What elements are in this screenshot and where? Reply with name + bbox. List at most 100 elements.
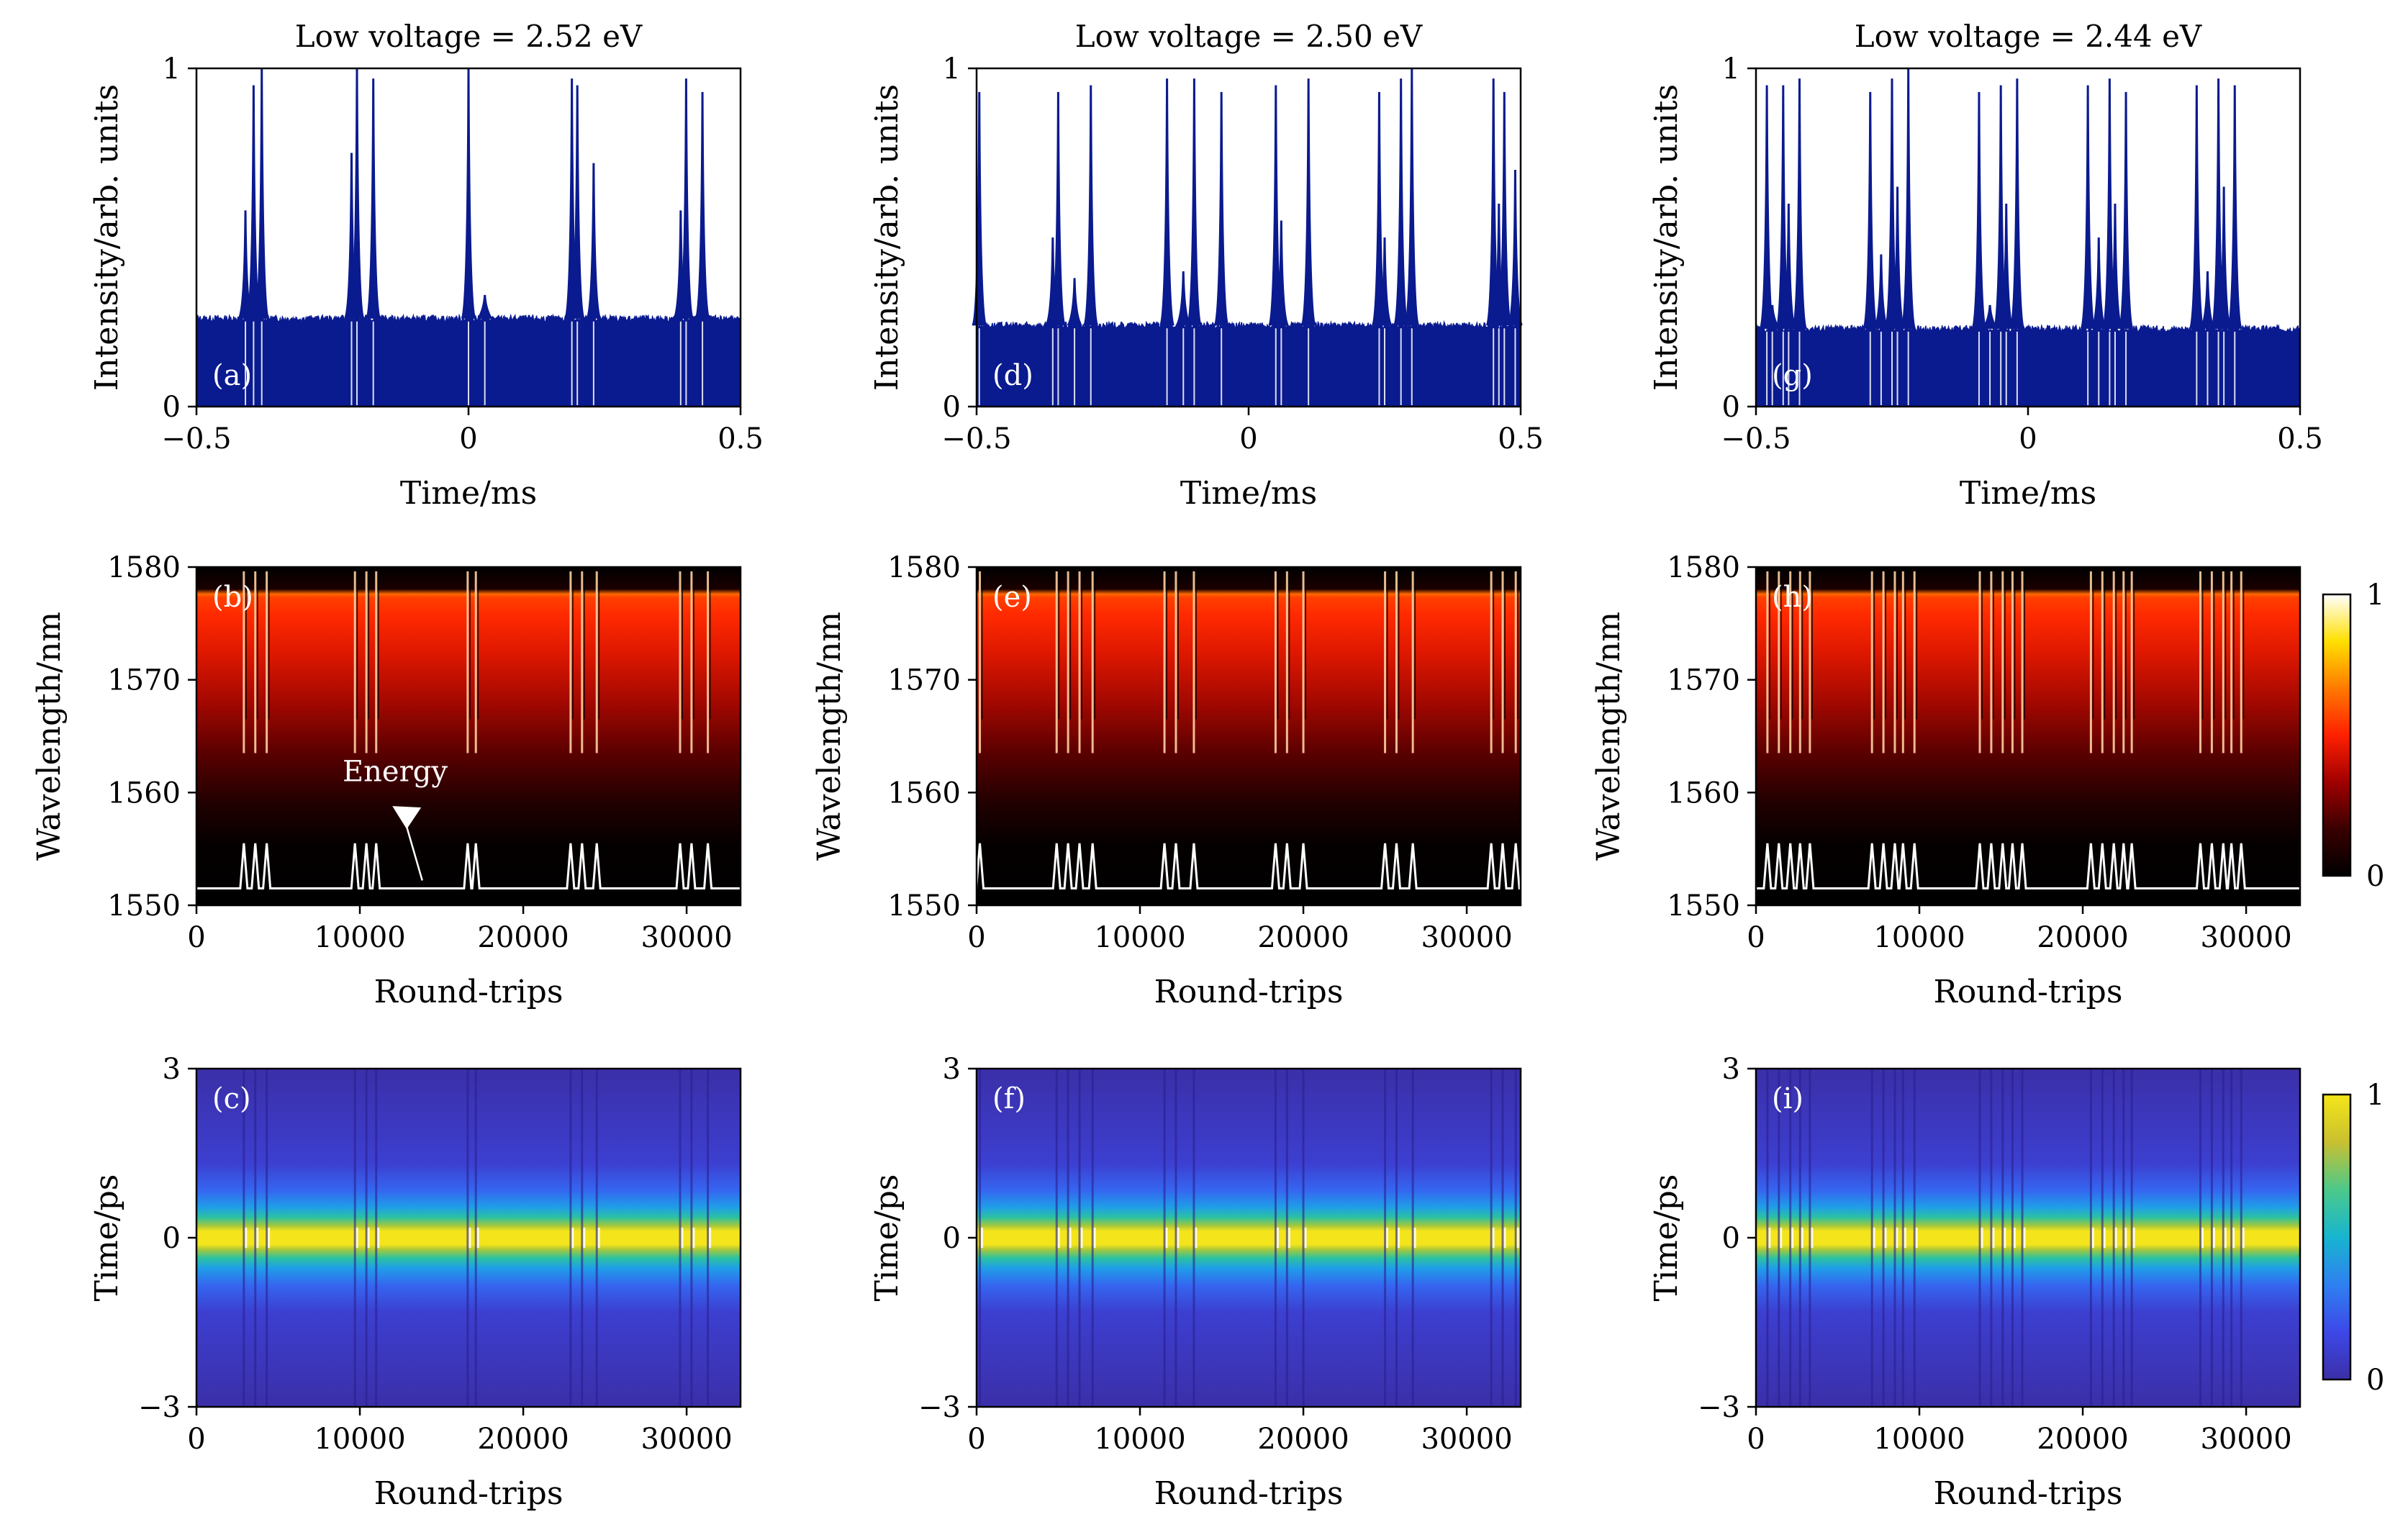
pulse-peak — [1873, 254, 1889, 330]
pulse-peak — [1186, 78, 1202, 326]
pulse-peak — [2216, 186, 2232, 330]
x-tick-label: 10000 — [314, 1423, 405, 1456]
panel-title: Low voltage = 2.44 eV — [1855, 19, 2202, 54]
y-axis-label: Wavelength/nm — [811, 612, 848, 861]
pulse-peak — [461, 68, 476, 320]
x-tick-label: 30000 — [2200, 1423, 2291, 1456]
y-tick-label: 1 — [1722, 53, 1740, 86]
y-tick-label: 1570 — [1667, 664, 1740, 697]
y-tick-label: 0 — [163, 1222, 181, 1255]
spectrum-heatmap — [1756, 567, 2300, 905]
y-tick-label: 0 — [1722, 391, 1740, 424]
y-tick-label: 0 — [1722, 1222, 1740, 1255]
x-tick-label: 0 — [187, 921, 205, 954]
temporal-heatmap — [1756, 1069, 2300, 1407]
x-tick-label: 0 — [967, 1423, 985, 1456]
y-tick-label: 1 — [163, 53, 181, 86]
y-tick-label: 0 — [163, 391, 181, 424]
x-tick-label: 0 — [1747, 1423, 1765, 1456]
pulse-peak — [1273, 220, 1289, 326]
x-tick-label: 0 — [967, 921, 985, 954]
x-tick-label: 30000 — [641, 921, 732, 954]
pulse-peak — [1971, 91, 1987, 330]
x-tick-label: 0.5 — [2277, 422, 2323, 456]
x-tick-label: 0 — [459, 422, 477, 456]
panel-label: (i) — [1772, 1082, 1803, 1115]
colorbar-scale — [2322, 1093, 2352, 1381]
pulse-peak — [679, 78, 694, 320]
x-tick-label: 30000 — [641, 1423, 732, 1456]
y-axis-label: Intensity/arb. units — [89, 84, 125, 391]
panel-h: 0 10000 20000 30000 1550 1560 1570 1580 Round-tr… — [1590, 551, 2301, 1010]
panel-e: 0 10000 20000 30000 1550 1560 1570 1580 Round-tr… — [811, 551, 1522, 1010]
y-tick-label: 1570 — [887, 664, 961, 697]
colorbar-max-label: 1 — [2366, 1079, 2384, 1112]
pulse-peak — [972, 91, 987, 326]
panel-title: Low voltage = 2.50 eV — [1075, 19, 1423, 54]
panel-label: (e) — [992, 581, 1032, 614]
panel-b: Energy 0 10000 20000 30000 1550 1560 1570 1580 Ro… — [31, 551, 742, 1010]
y-tick-label: 1580 — [1667, 551, 1740, 584]
panel-label: (g) — [1772, 359, 1813, 392]
x-axis-label: Round-trips — [1154, 974, 1344, 1010]
y-tick-label: 1550 — [107, 889, 181, 923]
pulse-peak — [366, 78, 381, 320]
x-tick-label: 10000 — [314, 921, 405, 954]
pulse-peak — [586, 163, 602, 320]
pulse-peak — [2091, 237, 2106, 330]
pulse-peak — [1175, 271, 1191, 326]
pulse-peak — [1300, 78, 1316, 326]
energy-trace — [196, 843, 741, 889]
panel-label: (f) — [992, 1082, 1026, 1115]
panel-label: (h) — [1772, 581, 1813, 614]
plot-frame — [195, 566, 742, 907]
y-tick-label: 1 — [943, 53, 961, 86]
pulse-peak — [1862, 91, 1878, 330]
plot-frame — [975, 566, 1522, 907]
x-axis-label: Round-trips — [1154, 1475, 1344, 1512]
x-tick-label: 20000 — [1257, 921, 1349, 954]
x-axis-label: Time/ms — [1960, 475, 2096, 512]
y-tick-label: 0 — [943, 1222, 961, 1255]
x-tick-label: 0.5 — [1498, 422, 1544, 456]
pulse-peak — [1765, 304, 1780, 330]
x-tick-label: 10000 — [1873, 1423, 1965, 1456]
pulse-peak — [1213, 91, 1229, 326]
pulse-peak — [569, 85, 585, 320]
y-axis-label: Wavelength/nm — [31, 612, 68, 861]
plot-frame — [1755, 566, 2301, 907]
y-axis-label: Time/ps — [1648, 1174, 1685, 1302]
energy-trace — [974, 843, 1521, 889]
energy-trace — [1756, 843, 2300, 889]
wavelength-colorbar: 10 — [2322, 579, 2384, 893]
pulse-peak — [694, 91, 710, 320]
pulse-peak — [1393, 78, 1409, 326]
pulse-peak — [1890, 186, 1905, 330]
colorbar-max-label: 1 — [2366, 579, 2384, 612]
pulse-peak — [2080, 85, 2096, 330]
annotation-arrow-head — [392, 806, 422, 830]
y-axis-label: Wavelength/nm — [1590, 612, 1627, 861]
pulse-peak — [2200, 271, 2215, 330]
y-tick-label: −3 — [918, 1391, 961, 1424]
pulse-peak — [2227, 85, 2242, 330]
y-tick-label: 1580 — [887, 551, 961, 584]
x-tick-label: 0 — [187, 1423, 205, 1456]
y-axis-label: Time/ps — [869, 1174, 905, 1302]
x-tick-label: 20000 — [2037, 1423, 2128, 1456]
pulse-peak — [2107, 203, 2123, 330]
y-tick-label: −3 — [1698, 1391, 1740, 1424]
y-tick-label: 1560 — [887, 776, 961, 810]
x-tick-label: 10000 — [1094, 1423, 1185, 1456]
colorbar-scale — [2322, 593, 2352, 877]
x-tick-label: 20000 — [1257, 1423, 1349, 1456]
pulse-peak — [1083, 85, 1099, 326]
colorbar-min-label: 0 — [2366, 1364, 2384, 1397]
y-tick-label: 1550 — [1667, 889, 1740, 923]
x-tick-label: 10000 — [1094, 921, 1185, 954]
panel-c: 0 10000 20000 30000−303Round-tripsTime/ps(c… — [89, 1053, 742, 1512]
colorbar-min-label: 0 — [2366, 860, 2384, 893]
